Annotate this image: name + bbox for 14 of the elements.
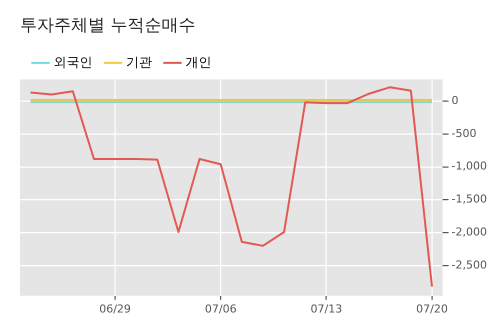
chart-title: 투자주체별 누적순매수 bbox=[20, 16, 196, 36]
y-tick-label: -2,000 bbox=[452, 226, 488, 239]
y-tick-label: -2,500 bbox=[452, 258, 488, 272]
y-tick-label: -1,000 bbox=[452, 160, 488, 173]
x-tick-label: 07/06 bbox=[204, 302, 237, 316]
legend-label: 개인 bbox=[186, 55, 212, 70]
x-tick-label: 07/20 bbox=[416, 302, 448, 316]
y-tick-label: 0 bbox=[452, 94, 459, 107]
legend-label: 외국인 bbox=[54, 55, 92, 70]
y-tick-label: -1,500 bbox=[452, 192, 488, 206]
x-tick-label: 07/13 bbox=[310, 302, 342, 316]
y-tick-label: -500 bbox=[452, 126, 477, 140]
legend-label: 기관 bbox=[126, 55, 152, 70]
x-tick-label: 06/29 bbox=[99, 302, 131, 316]
